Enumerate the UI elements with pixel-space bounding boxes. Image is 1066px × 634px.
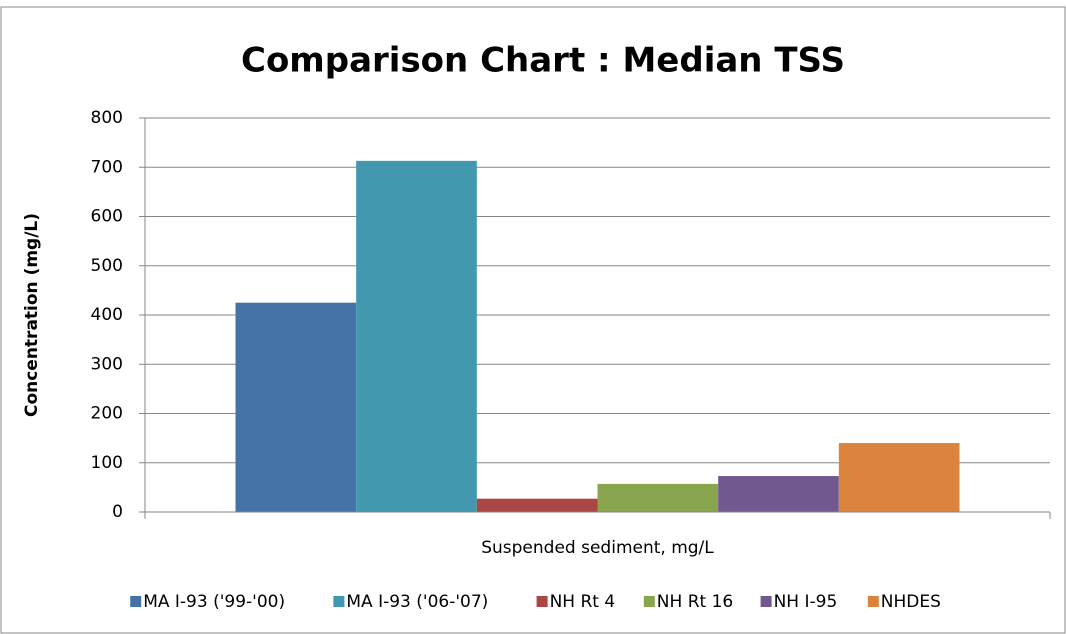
legend-swatch <box>130 596 142 607</box>
legend-swatch <box>760 596 772 607</box>
bar <box>597 483 719 512</box>
y-axis-label: Concentration (mg/L) <box>22 213 42 417</box>
legend-label: NH Rt 4 <box>550 592 616 612</box>
legend-swatch <box>333 596 345 607</box>
bar <box>476 498 598 512</box>
legend-swatch <box>536 596 548 607</box>
bar <box>718 476 839 512</box>
y-tick-label: 800 <box>91 108 123 128</box>
legend-label: NHDES <box>881 592 941 612</box>
y-tick-label: 0 <box>112 502 123 522</box>
legend-swatch <box>867 596 879 607</box>
bar <box>356 160 477 512</box>
legend-label: NH I-95 <box>774 592 838 612</box>
y-tick-label: 600 <box>91 207 123 227</box>
y-tick-label: 400 <box>91 305 123 325</box>
chart-frame <box>0 6 1066 634</box>
legend-label: MA I-93 ('99-'00) <box>143 592 285 612</box>
y-tick-label: 100 <box>91 453 123 473</box>
legend-label: NH Rt 16 <box>657 592 733 612</box>
chart-title: Comparison Chart : Median TSS <box>241 41 845 81</box>
bar <box>838 443 960 512</box>
legend-label: MA I-93 ('06-'07) <box>346 592 488 612</box>
x-tick-label: Suspended sediment, mg/L <box>481 538 714 558</box>
legend-swatch <box>643 596 655 607</box>
y-tick-label: 700 <box>91 157 123 177</box>
y-tick-label: 200 <box>91 404 123 424</box>
y-tick-label: 300 <box>91 354 123 374</box>
y-tick-label: 500 <box>91 256 123 276</box>
bar <box>235 302 357 512</box>
